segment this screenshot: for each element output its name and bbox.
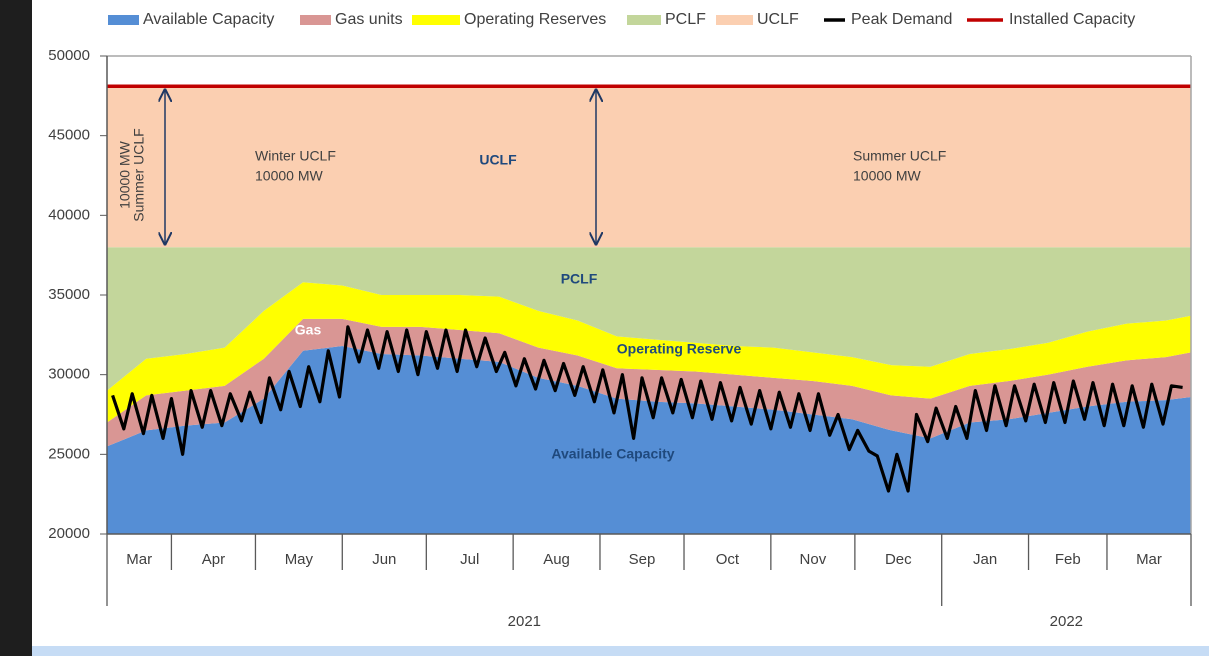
month-label: Dec	[885, 551, 912, 568]
month-label: Oct	[716, 551, 740, 568]
area	[107, 282, 1191, 423]
plot-area	[107, 87, 1191, 534]
y-tick-label: 40000	[48, 206, 90, 223]
legend-swatch	[412, 15, 460, 25]
annotation: Summer UCLF	[853, 148, 946, 164]
legend-swatch	[300, 15, 331, 25]
month-label: Nov	[800, 551, 827, 568]
month-label: May	[285, 551, 314, 568]
legend-label: Gas units	[335, 11, 403, 28]
annotation: Gas	[295, 322, 322, 338]
month-label: Apr	[202, 551, 225, 568]
side-bar	[0, 0, 32, 656]
line	[111, 325, 1183, 493]
month-label: Jun	[372, 551, 396, 568]
legend-label: UCLF	[757, 11, 799, 28]
legend-label: Installed Capacity	[1009, 11, 1135, 28]
month-label: Jan	[973, 551, 997, 568]
legend: Available Capacity Gas units Operating Res…	[108, 11, 1135, 28]
month-label: Mar	[1136, 551, 1162, 568]
legend-swatch	[108, 15, 139, 25]
y-tick-label: 50000	[48, 47, 90, 64]
month-label: Aug	[543, 551, 570, 568]
line-layer	[107, 84, 1191, 493]
annotation: Winter UCLF	[255, 148, 336, 164]
annotation: Available Capacity	[551, 446, 674, 462]
annotation: Operating Reserve	[617, 341, 742, 357]
annotation: 10000 MW	[117, 140, 133, 208]
area	[107, 345, 1191, 534]
month-label: Feb	[1055, 551, 1081, 568]
year-label: 2022	[1050, 613, 1083, 630]
y-tick-label: 20000	[48, 525, 90, 542]
legend-swatch	[627, 15, 661, 25]
area	[107, 87, 1191, 248]
area	[107, 247, 1191, 391]
y-tick-label: 45000	[48, 127, 90, 144]
bottom-bar	[32, 646, 1209, 656]
annotation: PCLF	[561, 271, 598, 287]
y-tick-label: 30000	[48, 366, 90, 383]
legend-swatch	[716, 15, 753, 25]
legend-label: Peak Demand	[851, 11, 952, 28]
legend-label: Operating Reserves	[464, 11, 606, 28]
month-label: Sep	[629, 551, 656, 568]
month-label: Mar	[126, 551, 152, 568]
legend-label: Available Capacity	[143, 11, 274, 28]
y-tick-label: 35000	[48, 286, 90, 303]
axes: 20000 25000 30000 35000 40000 45000 50000 Mar Ap…	[48, 47, 1192, 630]
month-label: Jul	[460, 551, 479, 568]
area	[107, 318, 1191, 447]
y-tick-label: 25000	[48, 445, 90, 462]
annotation: 10000 MW	[255, 168, 323, 184]
annotation: UCLF	[479, 152, 517, 168]
annotation: Summer UCLF	[131, 128, 147, 221]
year-label: 2021	[508, 613, 541, 630]
annotation: 10000 MW	[853, 168, 921, 184]
legend-label: PCLF	[665, 11, 706, 28]
